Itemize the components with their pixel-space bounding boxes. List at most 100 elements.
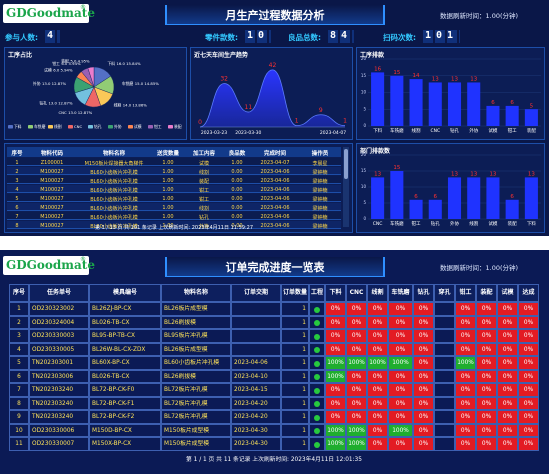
table-cell: 0% (346, 410, 367, 424)
slice-value: 13.0 12.87% (68, 110, 93, 115)
area-chart: 0 2023-03-23 32 11 2023-03-30 42 1 9 1 2023-04-07 (198, 62, 347, 136)
bar (505, 199, 519, 219)
table-cell: 0% (367, 315, 388, 329)
table-cell: 2023-04-06 (260, 195, 290, 202)
table-cell: 0% (518, 369, 539, 383)
table-cell: 李晨星 (312, 160, 328, 167)
table-cell: 100% (367, 356, 388, 370)
table-cell: 0% (497, 423, 518, 437)
stat-label: 零件款数: (205, 33, 238, 42)
slice-name: 试模 (44, 67, 52, 72)
status-dot (314, 320, 320, 326)
table-cell (309, 315, 325, 329)
slice-name: 下料 (107, 61, 115, 66)
stat-value: 10 (245, 30, 272, 43)
title-deco (165, 257, 385, 277)
table-cell: TN202303240 (29, 396, 89, 410)
table-cell: 0% (367, 410, 388, 424)
table-header: 模具编号 (89, 284, 161, 302)
line (199, 69, 346, 128)
table-cell: 1.00 (162, 168, 174, 175)
table-cell: 8 (9, 396, 29, 410)
legend-swatch (108, 125, 113, 129)
table-cell: 0% (413, 437, 434, 451)
table-cell: 0% (325, 329, 346, 343)
table-cell: 0% (325, 383, 346, 397)
x-tick-label: 试模 (488, 220, 497, 227)
logo: GDGoodmate (6, 6, 95, 20)
table-cell: 梁钟楠 (312, 223, 328, 230)
table-cell: 0% (476, 383, 497, 397)
table-cell: 0% (476, 396, 497, 410)
table-cell: M150板片成型模 (161, 423, 231, 437)
table-cell: TN202303006 (29, 369, 89, 383)
bar-chart: 0 5 10 15 20 16 下料 15 车铣磨 14 线割 13 CNC 13 钻孔 13 外协 6 试模 6 钳工… (361, 56, 541, 134)
table-cell: 试模 (198, 160, 209, 167)
table-cell: 0% (388, 410, 413, 424)
table-cell: 1 (15, 159, 19, 166)
table-cell: M100027 (40, 195, 64, 202)
table-cell: 0% (455, 437, 476, 451)
table-cell: 0% (455, 410, 476, 424)
table-cell: M100027 (40, 222, 64, 229)
table-cell: 0% (518, 437, 539, 451)
table-cell: 2023-04-06 (260, 168, 290, 175)
table-cell: 梁钟楠 (312, 214, 328, 221)
legend-swatch (68, 125, 73, 129)
bar (447, 177, 462, 219)
table-cell: 6 (9, 369, 29, 383)
table-cell: M150D-BP-CX (89, 423, 161, 437)
refresh-time: 数据刷新时间：1.00(分钟) (440, 264, 519, 272)
table-cell (231, 315, 281, 329)
slice-value: 16.0 15.84% (116, 61, 141, 66)
table-cell (309, 423, 325, 437)
table-cell: M100027 (40, 204, 64, 211)
table-cell: BL26板片成型模 (161, 342, 231, 356)
table-cell: BL60小齿板片冲孔模 (90, 178, 138, 185)
table-header: CNC (346, 284, 367, 302)
table-cell: 1 (281, 342, 309, 356)
table-cell: 梁钟楠 (312, 178, 328, 185)
table-header: 物料名称 (102, 150, 125, 157)
x-tick-label: 外协 (450, 220, 459, 227)
table-footer: 第 1 / 13 页 共 101 条记录 上次刷新时间: 2023年4月11日 … (94, 225, 254, 231)
data-label: 42 (269, 62, 277, 69)
data-label: 14 (413, 73, 420, 79)
slice-name: 线割 (114, 103, 122, 108)
table-header: 良品数 (228, 150, 246, 157)
legend-swatch (168, 125, 173, 129)
table-cell: 0.00 (231, 213, 243, 220)
table-cell: M100027 (40, 168, 64, 175)
y-tick-label: 5 (363, 106, 366, 111)
table-cell: 0% (388, 437, 413, 451)
slice-label: 车铣磨 15.0 14.85% (122, 81, 159, 86)
table-header: 试模 (497, 284, 518, 302)
status-dot (314, 387, 320, 394)
table-cell: 钳工 (198, 196, 209, 203)
bar (371, 72, 385, 126)
slice-label: 外协 13.0 12.87% (33, 81, 67, 86)
table-cell: BL60小齿板片冲孔模 (90, 214, 138, 221)
table-cell: 0% (413, 356, 434, 370)
table-cell: 100% (325, 437, 346, 451)
table-cell: 100% (455, 356, 476, 370)
table-cell: 1.00 (231, 159, 243, 166)
pie-chart: 下料 16.0 15.84% 车铣磨 15.0 14.85% 线割 14.0 13.86%… (8, 58, 182, 129)
table-cell: BL60小齿板片冲孔模 (90, 169, 138, 176)
x-tick-label: 钳工 (412, 220, 421, 227)
legend-swatch (28, 125, 33, 129)
table-cell (309, 410, 325, 424)
table-cell: 0% (367, 369, 388, 383)
slice-value: 14.0 13.86% (123, 103, 148, 108)
table-cell: 1 (281, 356, 309, 370)
legend-swatch (48, 125, 53, 129)
stat-label: 扫码次数: (383, 33, 416, 42)
table-cell: 2023-04-20 (231, 396, 281, 410)
y-tick-label: 0 (363, 123, 366, 128)
data-label: 16 (374, 66, 381, 72)
table-cell: 0% (388, 383, 413, 397)
x-tick-label: 外协 (469, 127, 478, 134)
bar (428, 82, 442, 126)
slice-value: 6.0 5.94% (61, 61, 81, 66)
